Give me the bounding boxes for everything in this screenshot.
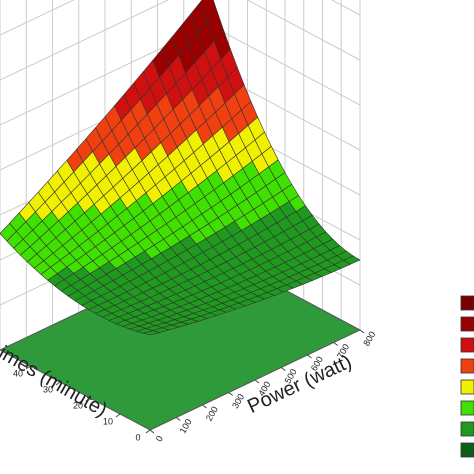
y-tick-label: 0 <box>135 432 140 442</box>
wall-line <box>0 0 361 81</box>
legend-swatch <box>460 337 474 353</box>
y-tick <box>85 397 91 402</box>
legend-swatch <box>460 400 474 416</box>
y-tick-label: 20 <box>73 400 83 410</box>
y-tick-label: 30 <box>43 384 53 394</box>
legend-swatch <box>460 358 474 374</box>
x-tick-label: 0 <box>154 434 165 443</box>
legend-swatch <box>460 379 474 395</box>
y-tick <box>55 381 61 386</box>
y-tick <box>25 365 31 370</box>
x-tick <box>228 392 234 396</box>
x-tick <box>175 417 181 421</box>
wall-line <box>0 0 361 36</box>
surface-cell <box>142 330 161 336</box>
x-tick <box>202 404 207 409</box>
x-tick <box>254 379 260 384</box>
y-tick <box>115 413 121 418</box>
x-tick <box>307 354 312 359</box>
y-tick-label: 10 <box>103 416 113 426</box>
legend-swatch <box>460 442 474 458</box>
y-tick-label: 40 <box>13 368 23 378</box>
x-tick <box>280 367 286 371</box>
x-tick <box>149 429 155 434</box>
x-tick <box>359 329 365 334</box>
legend-swatch <box>460 295 474 311</box>
legend-swatch <box>460 421 474 437</box>
y-tick <box>145 429 151 434</box>
legend-swatch <box>460 316 474 332</box>
x-tick <box>333 342 339 346</box>
surface <box>0 0 362 431</box>
